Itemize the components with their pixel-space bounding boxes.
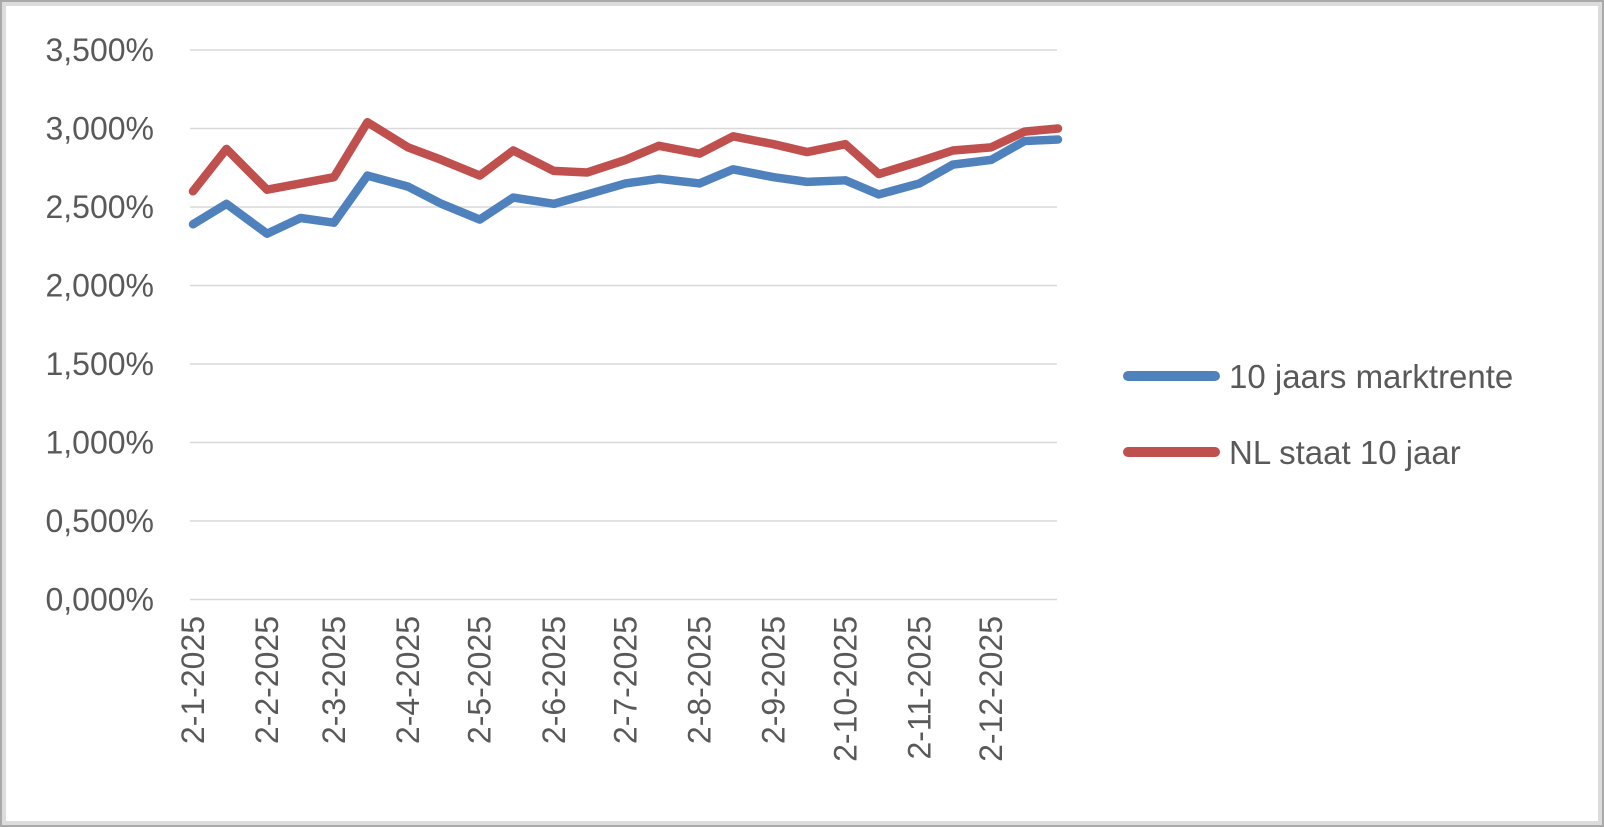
x-axis-tick-label: 2-10-2025 [827, 616, 863, 762]
x-axis-tick-label: 2-3-2025 [316, 616, 352, 744]
x-axis-tick-label: 2-4-2025 [390, 616, 426, 744]
series-line-10-jaars-marktrente[interactable] [188, 135, 1063, 238]
legend-label: 10 jaars marktrente [1229, 357, 1514, 395]
y-axis-tick-label: 2,000% [45, 268, 154, 304]
legend-label: NL staat 10 jaar [1229, 433, 1461, 471]
y-axis-tick-label: 3,000% [45, 111, 154, 147]
legend: 10 jaars marktrente NL staat 10 jaar [1123, 356, 1513, 472]
x-axis-tick-label: 2-5-2025 [462, 616, 498, 744]
series-line-nl-staat-10-jaar[interactable] [188, 117, 1063, 196]
y-axis-tick-label: 1,500% [45, 346, 154, 382]
legend-item-10-jaars-marktrente[interactable]: 10 jaars marktrente [1123, 356, 1513, 396]
x-axis-tick-label: 2-1-2025 [175, 616, 211, 744]
legend-line-swatch-icon [1123, 371, 1220, 381]
x-axis-tick-label: 2-7-2025 [607, 616, 643, 744]
x-axis-tick-label: 2-11-2025 [901, 616, 937, 760]
y-axis-tick-label: 2,500% [45, 189, 154, 225]
x-axis-tick-label: 2-2-2025 [249, 616, 285, 744]
y-axis-tick-label: 0,500% [45, 503, 154, 539]
x-axis-tick-label: 2-12-2025 [973, 616, 1009, 762]
x-axis-tick-label: 2-8-2025 [682, 616, 718, 744]
legend-line-swatch-icon [1123, 447, 1220, 457]
y-axis-tick-label: 1,000% [45, 425, 154, 461]
y-axis-tick-label: 3,500% [45, 32, 154, 68]
y-axis-tick-label: 0,000% [45, 582, 154, 618]
x-axis-tick-label: 2-6-2025 [536, 616, 572, 744]
legend-item-nl-staat-10-jaar[interactable]: NL staat 10 jaar [1123, 432, 1513, 472]
x-axis-tick-label: 2-9-2025 [756, 616, 792, 744]
